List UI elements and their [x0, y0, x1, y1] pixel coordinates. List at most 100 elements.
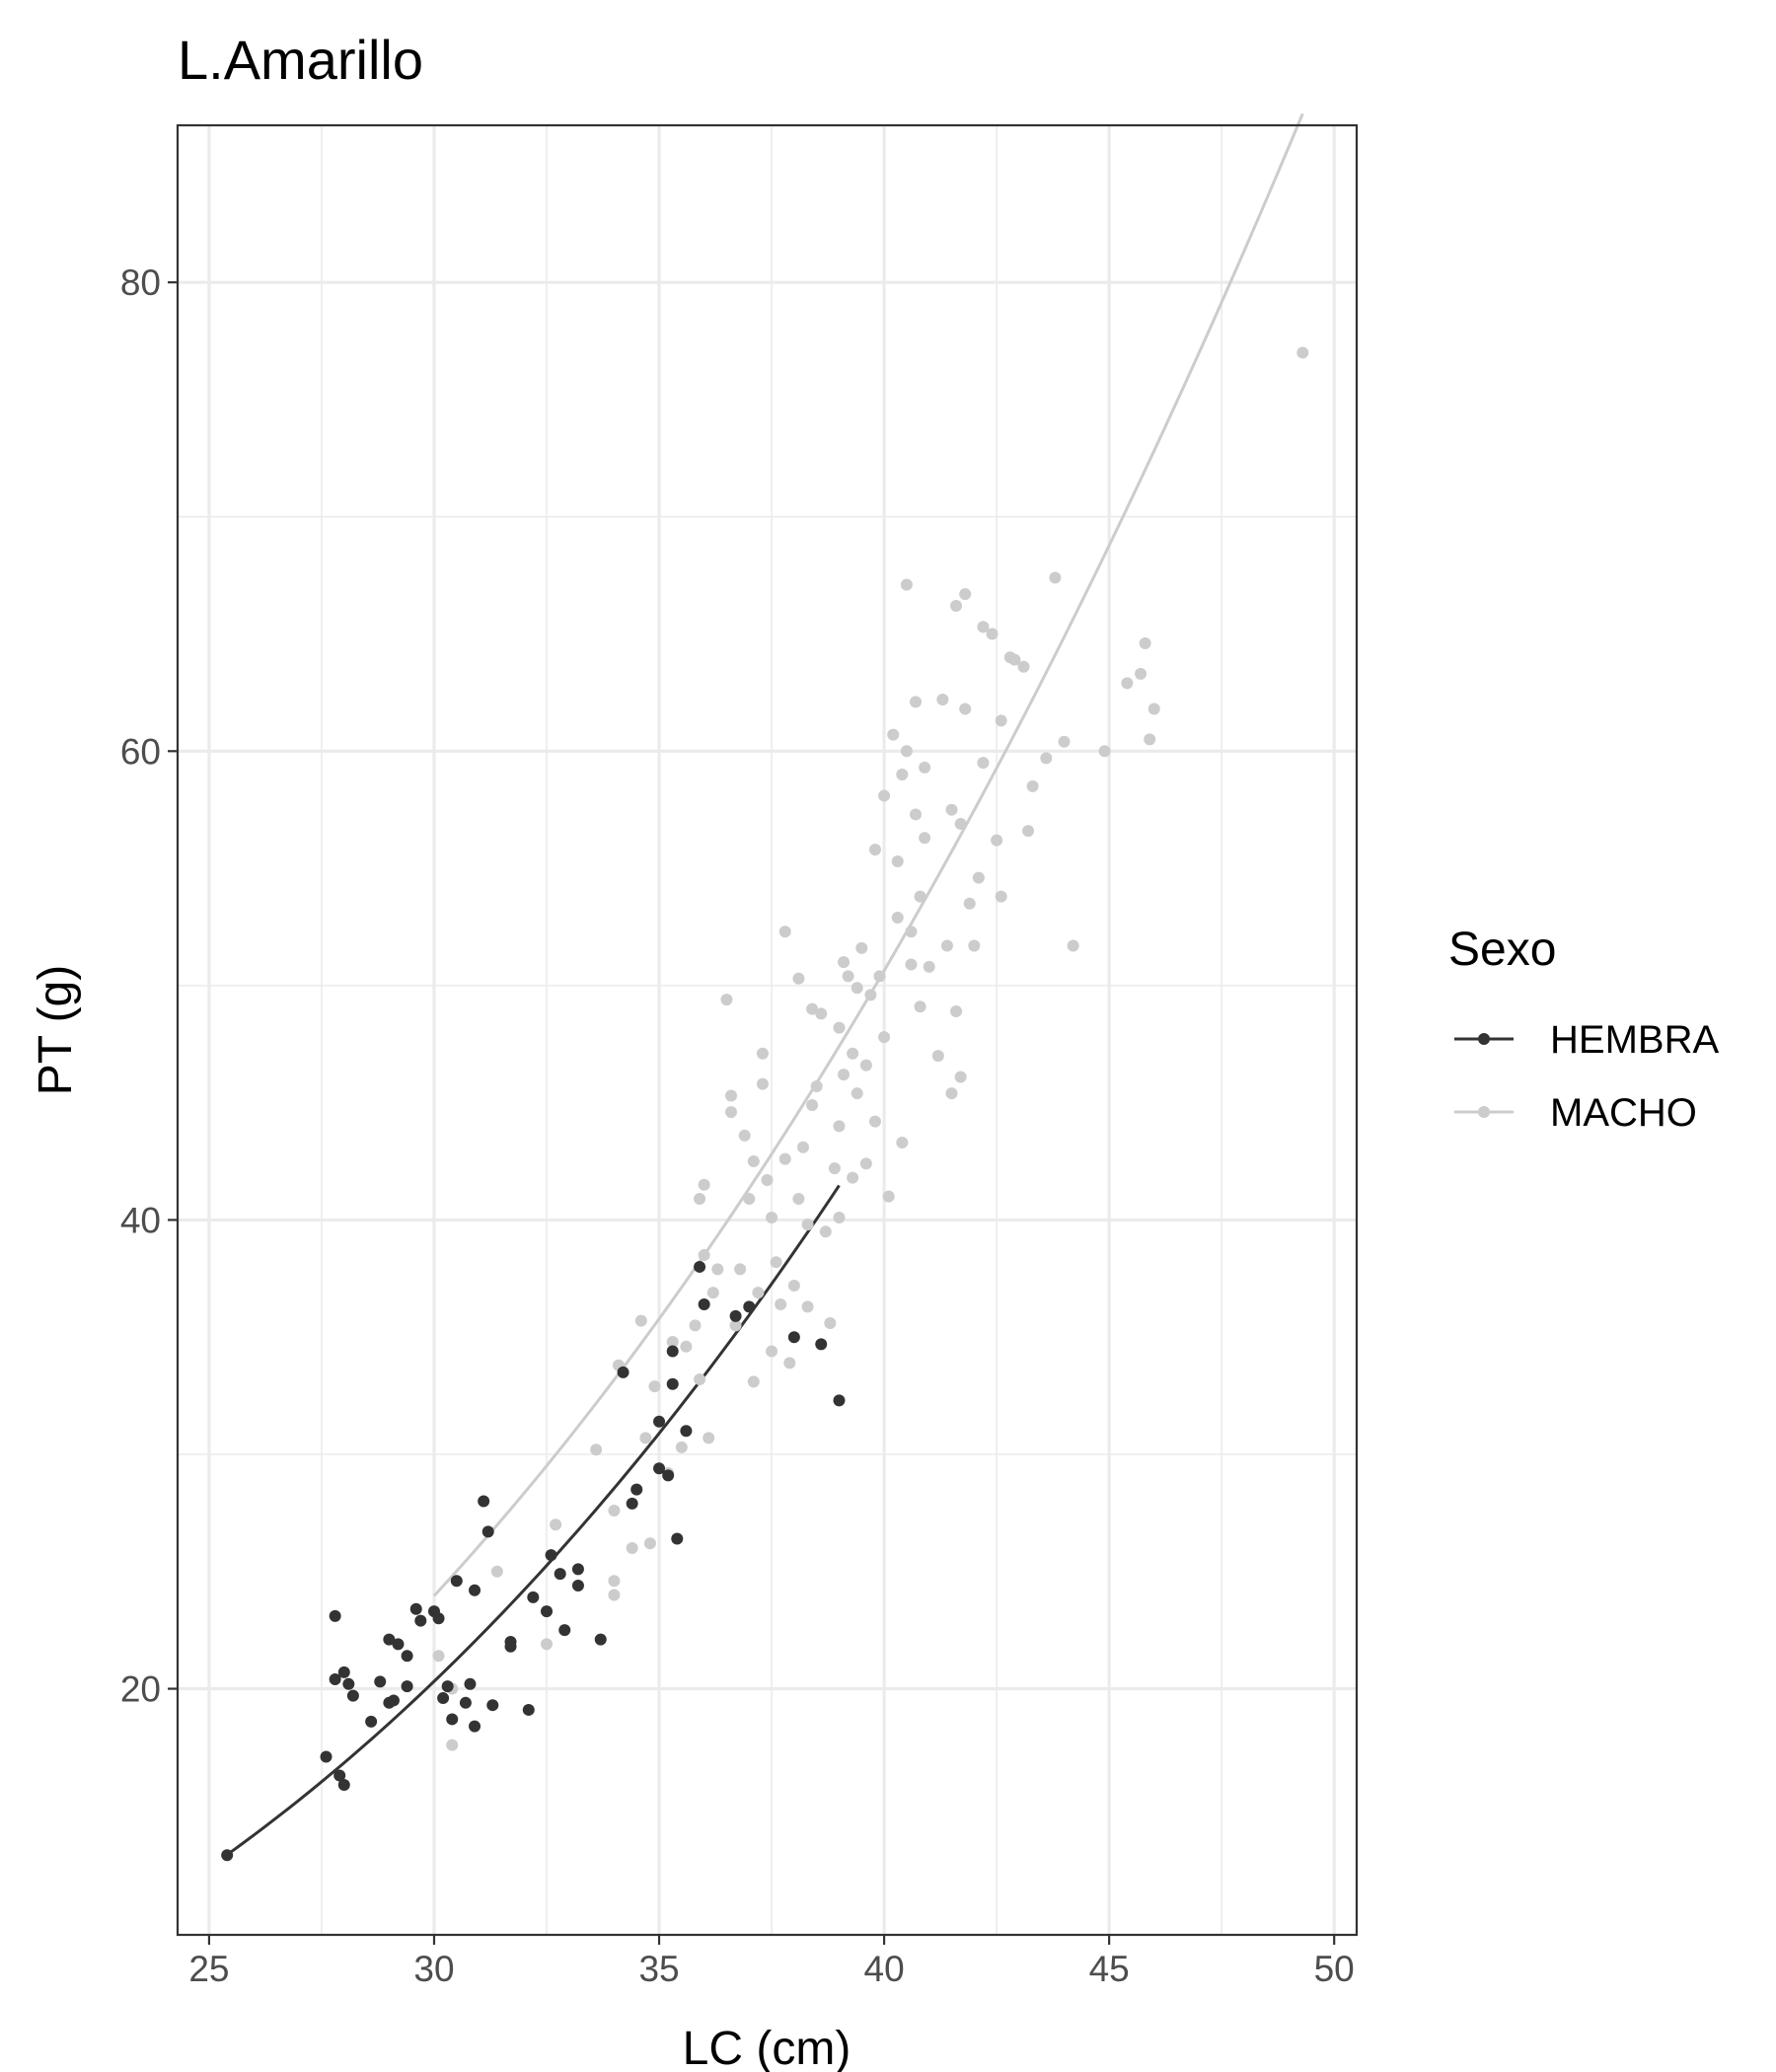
data-point-hembra — [833, 1394, 846, 1407]
data-point-macho — [446, 1739, 459, 1751]
data-point-macho — [1139, 637, 1151, 650]
data-point-macho — [882, 1190, 895, 1203]
y-tick-label: 40 — [120, 1200, 161, 1240]
data-point-macho — [694, 1372, 706, 1385]
data-point-macho — [959, 703, 972, 715]
data-point-macho — [1144, 733, 1156, 746]
data-point-macho — [995, 714, 1007, 727]
data-point-macho — [778, 1152, 791, 1165]
y-axis-title: PT (g) — [30, 965, 82, 1095]
data-point-hembra — [558, 1624, 571, 1637]
x-tick-label: 45 — [1089, 1949, 1130, 1989]
data-point-hembra — [374, 1675, 387, 1688]
data-point-hembra — [342, 1677, 355, 1690]
data-point-macho — [541, 1638, 554, 1651]
data-point-hembra — [545, 1549, 557, 1562]
data-point-macho — [815, 1007, 828, 1020]
data-point-macho — [747, 1155, 760, 1168]
data-point-hembra — [333, 1769, 346, 1782]
data-point-hembra — [450, 1575, 463, 1588]
data-point-macho — [1098, 745, 1111, 758]
data-point-macho — [945, 1087, 958, 1100]
data-point-hembra — [626, 1497, 638, 1510]
data-point-macho — [859, 1157, 872, 1170]
data-point-macho — [743, 1193, 756, 1206]
data-point-hembra — [414, 1614, 427, 1627]
data-point-macho — [847, 1047, 859, 1060]
data-point-macho — [648, 1380, 661, 1393]
data-point-macho — [963, 897, 976, 910]
data-point-macho — [1067, 939, 1079, 952]
data-point-hembra — [464, 1677, 477, 1690]
data-point-hembra — [541, 1605, 554, 1618]
data-point-macho — [847, 1171, 859, 1184]
data-point-hembra — [337, 1778, 350, 1791]
data-point-macho — [991, 834, 1003, 847]
data-point-macho — [900, 745, 913, 758]
data-point-macho — [1135, 667, 1147, 680]
data-point-macho — [550, 1518, 562, 1531]
data-point-macho — [977, 621, 990, 633]
data-point-hembra — [571, 1580, 584, 1592]
data-point-macho — [838, 956, 851, 969]
data-point-hembra — [653, 1415, 666, 1428]
legend-entry-hembra: HEMBRA — [1454, 1018, 1719, 1062]
data-point-macho — [968, 939, 981, 952]
data-point-macho — [1058, 735, 1071, 748]
data-point-macho — [643, 1537, 656, 1550]
data-point-macho — [923, 960, 935, 973]
data-point-macho — [931, 1050, 944, 1063]
data-point-macho — [694, 1193, 706, 1206]
data-point-macho — [919, 832, 931, 845]
data-point-macho — [796, 1141, 809, 1153]
data-point-hembra — [329, 1673, 341, 1686]
data-point-macho — [792, 1193, 805, 1206]
data-point-macho — [995, 890, 1007, 903]
data-point-macho — [910, 808, 923, 821]
data-point-macho — [756, 1077, 769, 1090]
data-point-hembra — [329, 1609, 341, 1622]
legend-label-hembra: HEMBRA — [1550, 1018, 1719, 1062]
data-point-macho — [914, 890, 926, 903]
data-point-macho — [859, 1059, 872, 1072]
data-point-hembra — [432, 1612, 445, 1625]
data-point-macho — [766, 1212, 778, 1224]
x-axis: 25 30 35 40 45 50 — [188, 1935, 1355, 1989]
data-point-macho — [868, 844, 881, 856]
data-point-macho — [752, 1287, 765, 1299]
data-point-macho — [626, 1542, 638, 1555]
legend-entry-macho: MACHO — [1454, 1091, 1697, 1135]
legend-label-macho: MACHO — [1550, 1091, 1697, 1135]
data-point-macho — [972, 871, 985, 884]
data-point-hembra — [504, 1640, 517, 1653]
data-point-hembra — [401, 1650, 413, 1663]
data-point-macho — [810, 1080, 823, 1093]
data-point-hembra — [346, 1689, 359, 1702]
data-point-hembra — [441, 1680, 454, 1693]
data-point-macho — [738, 1129, 751, 1142]
data-point-hembra — [459, 1696, 472, 1709]
data-point-hembra — [694, 1260, 706, 1273]
data-point-macho — [801, 1219, 814, 1231]
data-point-hembra — [662, 1469, 675, 1482]
data-point-hembra — [469, 1584, 481, 1596]
series-hembra — [221, 1260, 846, 1862]
data-point-macho — [855, 941, 868, 954]
data-point-hembra — [409, 1602, 422, 1615]
plot-border — [176, 123, 1359, 1937]
data-point-macho — [900, 578, 913, 591]
data-point-macho — [432, 1650, 445, 1663]
x-tick-label: 25 — [188, 1949, 229, 1989]
data-point-macho — [1121, 677, 1134, 690]
data-point-macho — [873, 970, 886, 983]
data-point-hembra — [383, 1633, 396, 1646]
x-tick-label: 40 — [864, 1949, 905, 1989]
data-point-hembra — [666, 1345, 679, 1358]
data-point-hembra — [571, 1563, 584, 1576]
data-point-macho — [891, 911, 904, 924]
data-point-hembra — [401, 1680, 413, 1693]
x-tick-label: 50 — [1314, 1949, 1355, 1989]
data-point-macho — [1147, 703, 1160, 715]
data-point-macho — [977, 757, 990, 770]
data-point-macho — [1049, 571, 1062, 584]
